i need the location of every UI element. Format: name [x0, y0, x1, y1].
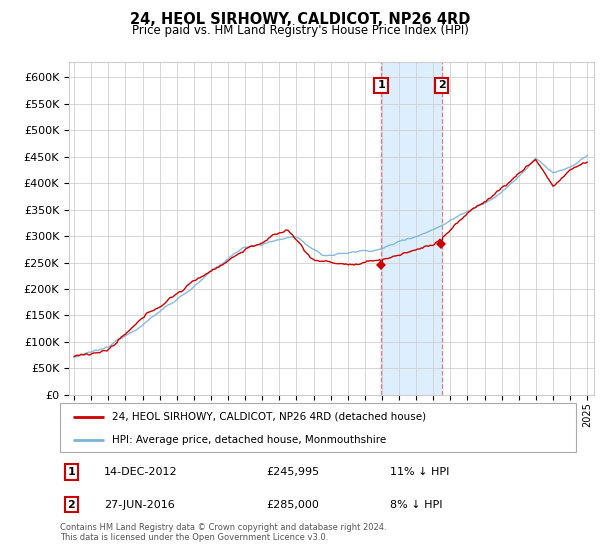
Text: 2: 2 [67, 500, 75, 510]
Text: 14-DEC-2012: 14-DEC-2012 [104, 467, 178, 477]
Text: 11% ↓ HPI: 11% ↓ HPI [390, 467, 449, 477]
Text: 24, HEOL SIRHOWY, CALDICOT, NP26 4RD (detached house): 24, HEOL SIRHOWY, CALDICOT, NP26 4RD (de… [112, 412, 426, 422]
FancyBboxPatch shape [60, 403, 576, 452]
Text: 1: 1 [67, 467, 75, 477]
Text: 2: 2 [438, 81, 446, 90]
Text: 24, HEOL SIRHOWY, CALDICOT, NP26 4RD: 24, HEOL SIRHOWY, CALDICOT, NP26 4RD [130, 12, 470, 27]
Text: Price paid vs. HM Land Registry's House Price Index (HPI): Price paid vs. HM Land Registry's House … [131, 24, 469, 36]
Text: £245,995: £245,995 [266, 467, 320, 477]
Text: 27-JUN-2016: 27-JUN-2016 [104, 500, 175, 510]
Bar [381, 62, 442, 395]
Text: HPI: Average price, detached house, Monmouthshire: HPI: Average price, detached house, Monm… [112, 435, 386, 445]
Text: 8% ↓ HPI: 8% ↓ HPI [390, 500, 443, 510]
Text: 1: 1 [377, 81, 385, 90]
Text: Contains HM Land Registry data © Crown copyright and database right 2024.
This d: Contains HM Land Registry data © Crown c… [60, 523, 386, 543]
Text: £285,000: £285,000 [266, 500, 319, 510]
